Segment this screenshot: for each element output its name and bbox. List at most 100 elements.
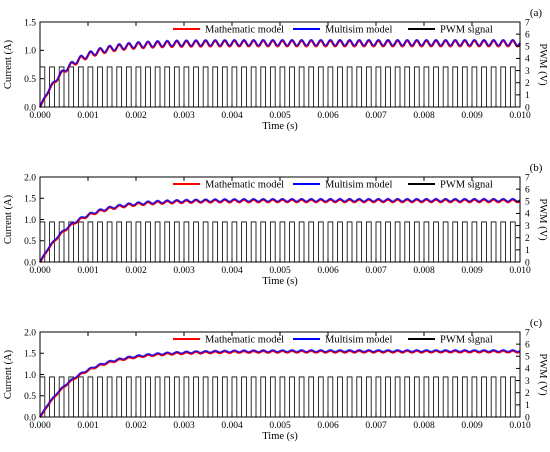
x-tick-label: 0.006	[317, 266, 339, 276]
y2-tick-label: 3	[525, 67, 530, 77]
x-tick-label: 0.010	[509, 111, 531, 121]
y2-tick-label: 4	[525, 365, 530, 375]
x-tick-label: 0.000	[29, 421, 51, 431]
y2-tick-label: 4	[525, 55, 530, 65]
y-tick-label: 0.0	[24, 258, 36, 268]
panel-label: (c)	[530, 317, 543, 329]
y-axis-label: Current (A)	[3, 39, 14, 89]
y2-tick-label: 5	[525, 353, 530, 363]
legend-entry: Multisim model	[325, 25, 392, 36]
y-axis-label: Current (A)	[3, 194, 14, 244]
x-tick-label: 0.008	[413, 421, 435, 431]
y2-tick-label: 1	[525, 91, 530, 101]
x-tick-label: 0.000	[29, 111, 51, 121]
y2-tick-label: 3	[525, 377, 530, 387]
legend-entry: Mathematic model	[205, 180, 284, 191]
legend-entry: Mathematic model	[205, 25, 284, 36]
y2-tick-label: 6	[525, 185, 530, 195]
y2-tick-label: 5	[525, 43, 530, 53]
y-tick-label: 1.0	[24, 371, 36, 381]
y-tick-label: 0.5	[24, 75, 36, 85]
y-tick-label: 1.5	[24, 195, 36, 205]
y-tick-label: 1.0	[24, 216, 36, 226]
y2-tick-label: 6	[525, 340, 530, 350]
y-tick-label: 0.5	[24, 237, 36, 247]
x-tick-label: 0.008	[413, 111, 435, 121]
y2-tick-label: 7	[525, 173, 530, 183]
x-tick-label: 0.008	[413, 266, 435, 276]
x-tick-label: 0.003	[173, 111, 195, 121]
legend-entry: Multisim model	[325, 180, 392, 191]
y2-tick-label: 0	[525, 413, 530, 423]
y2-axis-label: PWM (V)	[537, 198, 548, 241]
x-tick-label: 0.003	[173, 421, 195, 431]
y2-tick-label: 3	[525, 222, 530, 232]
x-tick-label: 0.004	[221, 266, 243, 276]
x-tick-label: 0.001	[77, 421, 99, 431]
series-pwm-signal	[39, 376, 520, 418]
panel-label: (a)	[530, 7, 543, 19]
y2-tick-label: 7	[525, 18, 530, 28]
y-tick-label: 0.0	[24, 103, 36, 113]
y2-tick-label: 1	[525, 246, 530, 256]
x-axis-label: Time (s)	[262, 121, 298, 132]
legend-entry: Mathematic model	[205, 335, 284, 346]
x-tick-label: 0.005	[269, 421, 291, 431]
x-tick-label: 0.004	[221, 111, 243, 121]
x-axis-label: Time (s)	[262, 276, 298, 287]
y2-tick-label: 5	[525, 198, 530, 208]
x-tick-label: 0.001	[77, 111, 99, 121]
legend-entry: Multisim model	[325, 335, 392, 346]
x-tick-label: 0.007	[365, 421, 387, 431]
x-tick-label: 0.000	[29, 266, 51, 276]
x-tick-label: 0.006	[317, 111, 339, 121]
x-tick-label: 0.002	[125, 266, 147, 276]
x-tick-label: 0.006	[317, 421, 339, 431]
x-tick-label: 0.001	[77, 266, 99, 276]
y2-tick-label: 2	[525, 79, 530, 89]
y-tick-label: 1.0	[24, 47, 36, 57]
y-tick-label: 2.0	[24, 173, 36, 183]
x-tick-label: 0.010	[509, 266, 531, 276]
y2-tick-label: 7	[525, 328, 530, 338]
chart-panel-1: 0.000 0.001 0.002 0.003 0.004 0.005 0.006 0.007…	[3, 7, 548, 132]
y2-tick-label: 2	[525, 234, 530, 244]
series-multisim-model	[39, 197, 521, 263]
series-multisim-model	[39, 38, 521, 108]
y2-axis-label: PWM (V)	[537, 353, 548, 396]
y-tick-label: 2.0	[24, 328, 36, 338]
chart-panel-3: 0.000 0.001 0.002 0.003 0.004 0.005 0.006 0.007…	[3, 317, 548, 442]
y2-tick-label: 0	[525, 258, 530, 268]
legend-entry: PWM signal	[440, 335, 493, 346]
legend-entry: PWM signal	[440, 25, 493, 36]
legend-entry: PWM signal	[440, 180, 493, 191]
x-tick-label: 0.005	[269, 266, 291, 276]
y-tick-label: 0.0	[24, 413, 36, 423]
x-tick-label: 0.002	[125, 111, 147, 121]
x-tick-label: 0.002	[125, 421, 147, 431]
x-tick-label: 0.009	[461, 266, 483, 276]
x-tick-label: 0.009	[461, 111, 483, 121]
y-tick-label: 1.5	[24, 18, 36, 28]
y-tick-label: 1.5	[24, 350, 36, 360]
y-tick-label: 0.5	[24, 392, 36, 402]
x-tick-label: 0.003	[173, 266, 195, 276]
x-tick-label: 0.005	[269, 111, 291, 121]
series-pwm-signal	[39, 221, 520, 263]
x-tick-label: 0.004	[221, 421, 243, 431]
x-axis-label: Time (s)	[262, 431, 298, 442]
x-tick-label: 0.009	[461, 421, 483, 431]
panel-label: (b)	[530, 162, 543, 174]
series-multisim-model	[39, 349, 521, 418]
y2-axis-label: PWM (V)	[537, 43, 548, 86]
y2-tick-label: 4	[525, 210, 530, 220]
y2-tick-label: 6	[525, 30, 530, 40]
series-pwm-signal	[39, 66, 520, 108]
chart-panel-2: 0.000 0.001 0.002 0.003 0.004 0.005 0.006 0.007…	[3, 162, 548, 287]
y-axis-label: Current (A)	[3, 349, 14, 399]
y2-tick-label: 2	[525, 389, 530, 399]
x-tick-label: 0.007	[365, 266, 387, 276]
y2-tick-label: 0	[525, 103, 530, 113]
x-tick-label: 0.007	[365, 111, 387, 121]
